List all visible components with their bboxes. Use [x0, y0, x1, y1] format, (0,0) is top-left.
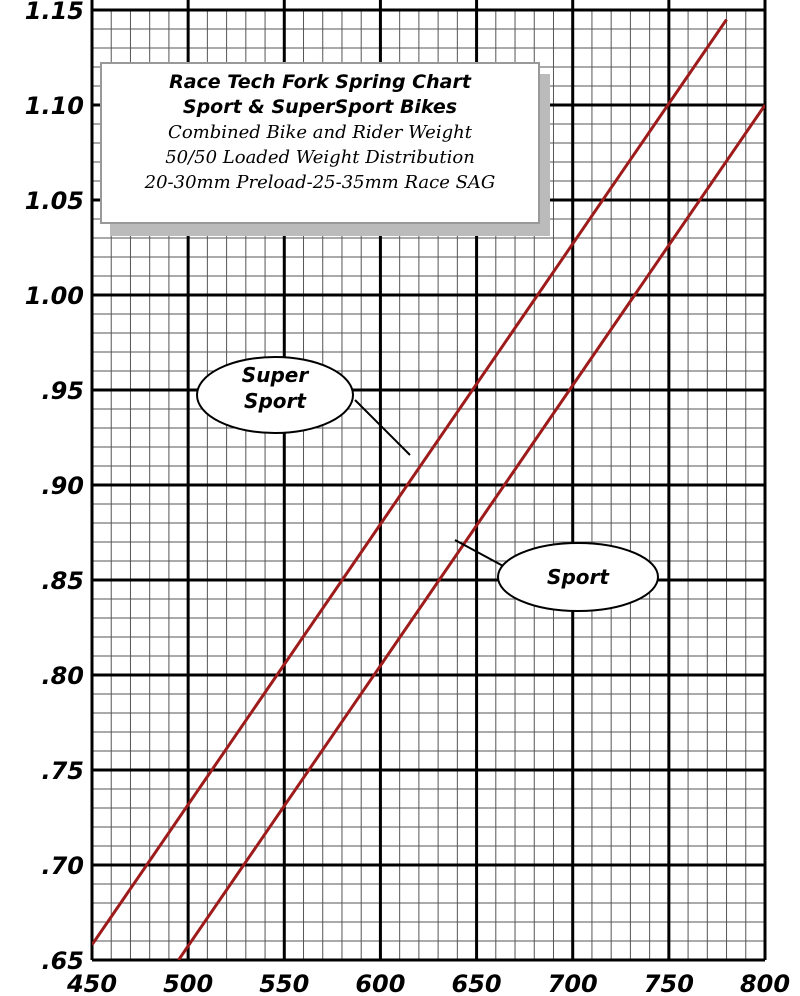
series-label: Sport: [547, 565, 609, 589]
annotation: 20-30mm Preload-25-35mm Race SAG: [144, 172, 496, 193]
x-tick-label: 600: [355, 970, 405, 996]
x-tick-label: 650: [452, 970, 502, 996]
y-tick-label: .80: [41, 662, 84, 690]
annotation: 50/50 Loaded Weight Distribution: [165, 147, 475, 168]
y-tick-label: .75: [41, 757, 84, 785]
series-line: [177, 104, 765, 960]
y-tick-label: .65: [41, 947, 84, 975]
leader-line: [454, 539, 506, 568]
series-label: Super Sport: [241, 363, 309, 413]
x-tick-label: 700: [548, 970, 598, 996]
chart-title: Race Tech Fork Spring Chart: [169, 71, 471, 93]
y-tick-label: 1.15: [25, 0, 84, 25]
callout-bubble: [196, 356, 354, 434]
y-tick-label: 1.10: [25, 92, 84, 120]
x-tick-label: 750: [644, 970, 694, 996]
annotation: Combined Bike and Rider Weight: [168, 122, 472, 143]
callout-bubble: [497, 542, 659, 612]
y-tick-label: 1.00: [25, 282, 84, 310]
y-tick-label: 1.05: [25, 187, 84, 215]
series-line: [92, 18, 728, 946]
x-tick-label: 500: [163, 970, 213, 996]
x-tick-label: 800: [740, 970, 790, 996]
x-tick-label: 550: [259, 970, 309, 996]
y-tick-label: .70: [41, 852, 84, 880]
title-box: Race Tech Fork Spring Chart Sport & Supe…: [100, 62, 540, 224]
y-tick-label: .90: [41, 472, 84, 500]
chart-subtitle: Sport & SuperSport Bikes: [182, 96, 458, 118]
leader-line: [354, 399, 411, 456]
y-tick-label: .85: [41, 567, 84, 595]
x-tick-label: 450: [66, 970, 117, 996]
plot-lines: [92, 18, 765, 960]
y-tick-label: .95: [41, 377, 84, 405]
